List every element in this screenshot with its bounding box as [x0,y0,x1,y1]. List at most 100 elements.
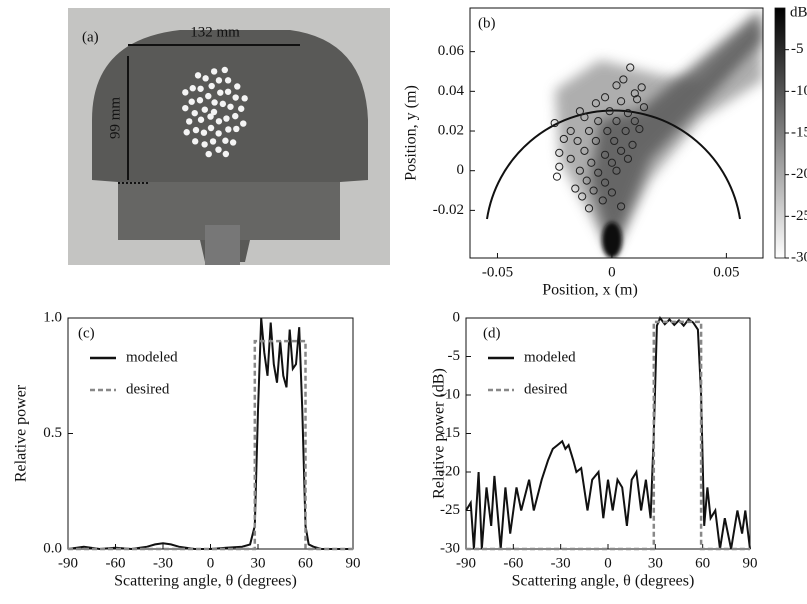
plot-frame [469,7,764,259]
element-marker [630,116,639,126]
legend-label: desired [524,381,568,397]
pin [207,113,214,120]
series-line [68,339,353,551]
element-marker [559,134,568,144]
pin [225,126,232,133]
panel-label: (b) [478,15,496,31]
element-marker [591,99,600,108]
pin [232,112,239,120]
pin [208,82,215,90]
plot-frame [67,317,354,550]
x-tick-label: 0 [608,264,616,280]
y-tick-label: 0.02 [438,122,464,138]
colorbar-tick-label: -15 [791,124,807,140]
element-marker [626,63,635,72]
colorbar-tick-label: -20 [791,166,807,182]
pin [191,109,198,117]
element-marker [628,140,637,150]
width-label: 132 mm [190,24,240,40]
field-beam [590,10,763,255]
pin [207,124,215,132]
element-marker [612,116,621,126]
element-marker [633,95,642,104]
pin [232,94,239,101]
x-tick-label: 90 [346,555,361,571]
pin [188,98,195,105]
pin [197,116,205,123]
photo-panel: (a) 132 mm 99 mm [68,8,390,265]
element-marker [639,103,649,112]
element-marker [600,93,610,102]
field-focus [602,222,622,258]
pin [229,139,237,146]
x-tick-label: 0 [604,555,612,571]
pin [234,83,241,90]
element-marker [605,107,614,116]
y-tick-label: 0 [453,309,461,325]
x-tick-label: -90 [58,555,78,571]
series-line [67,317,353,551]
pin [210,68,218,75]
x-axis-label: Scattering angle, θ (degrees) [512,573,695,590]
pin [223,115,230,122]
x-axis-label: Scattering angle, θ (degrees) [114,573,297,590]
field-map [470,8,763,258]
legend-label: desired [126,381,170,397]
y-tick-label: -20 [440,463,460,479]
pin [201,141,208,148]
y-tick-label: 1.0 [43,309,62,325]
pin [200,129,208,136]
element-marker [603,126,612,136]
x-tick-label: 60 [695,555,710,571]
pin [233,125,240,133]
pin [209,138,217,145]
pin [211,99,218,106]
pin [201,106,208,113]
element-marker [580,113,589,122]
colorbar [774,7,786,259]
pin [182,89,189,96]
element-marker [552,172,562,181]
pin [194,72,202,79]
pin [222,137,229,144]
legend-label: modeled [524,349,576,365]
pin [237,105,245,112]
x-tick-label: -30 [153,555,173,571]
pin [241,95,248,102]
element-marker [575,107,584,116]
colorbar-tick-label: -30 [791,249,807,265]
pin [240,120,247,127]
y-tick-label: 0.06 [438,43,465,59]
element-marker [619,75,628,84]
pins [182,66,248,158]
element-marker [616,202,626,211]
y-tick-label: -25 [440,502,460,518]
element-marker [623,109,633,118]
element-marker [566,154,575,163]
pin [219,100,227,108]
pin [215,130,222,137]
colorbar-tick-label: -25 [791,208,807,224]
pin [183,129,190,136]
element-marker [584,204,594,213]
x-tick-label: -90 [456,555,476,571]
x-tick-label: -30 [551,555,571,571]
element-marker [607,158,617,167]
pin [182,104,189,112]
x-tick-label: 30 [251,555,266,571]
element-marker [582,176,591,185]
y-tick-label: -15 [440,425,460,441]
element-marker [630,89,639,98]
element-marker [573,136,582,146]
element-marker [635,124,644,134]
element-marker [610,136,619,146]
element-marker [550,118,559,128]
element-marker [598,196,607,205]
pin [210,108,218,116]
y-tick-label: -30 [440,540,460,556]
pin [196,97,204,104]
panel-label: (a) [82,29,99,45]
colorbar-tick-label: -10 [791,83,807,99]
element-marker [587,158,596,167]
pin [197,85,204,92]
